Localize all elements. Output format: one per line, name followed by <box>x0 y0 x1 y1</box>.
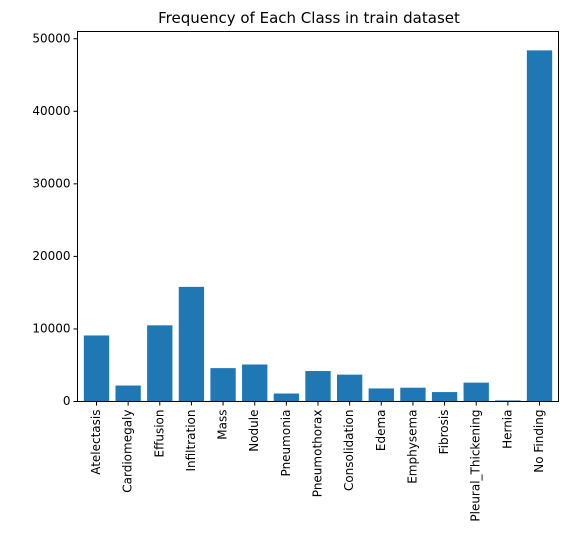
bar-nodule <box>242 364 268 402</box>
bars-group <box>83 50 553 402</box>
x-tick-label: Cardiomegaly <box>121 410 135 493</box>
bar-no-finding <box>526 50 553 402</box>
y-tick-label: 30000 <box>32 176 70 190</box>
x-axis: Atelectasis Cardiomegaly Effusion Infiltrat… <box>89 401 546 522</box>
x-tick-label: Pneumothorax <box>311 410 325 498</box>
bar-hernia <box>495 400 521 402</box>
y-axis: 0 10000 20000 30000 40000 50000 <box>32 31 78 408</box>
y-tick-label: 0 <box>63 394 71 408</box>
x-tick-label: Atelectasis <box>89 410 103 475</box>
bar-pleural-thickening <box>463 382 489 402</box>
x-tick-label: Effusion <box>152 410 166 458</box>
chart-title: Frequency of Each Class in train dataset <box>158 9 460 27</box>
x-tick-label: No Finding <box>532 410 546 473</box>
x-tick-label: Fibrosis <box>437 410 451 455</box>
bar-effusion <box>147 325 173 402</box>
x-tick-label: Infiltration <box>184 410 198 472</box>
bar-pneumonia <box>273 393 300 402</box>
x-tick-label: Pneumonia <box>279 410 293 477</box>
x-tick-label: Emphysema <box>405 410 419 484</box>
bar-mass <box>210 368 236 402</box>
plot-frame <box>77 31 559 402</box>
y-tick-label: 10000 <box>32 321 70 335</box>
x-tick-label: Pleural_Thickening <box>469 410 483 522</box>
y-tick-label: 40000 <box>32 104 70 118</box>
x-tick-label: Hernia <box>500 410 514 449</box>
bar-edema <box>368 388 394 402</box>
x-tick-label: Mass <box>216 410 230 440</box>
bar-fibrosis <box>431 392 458 402</box>
bar-atelectasis <box>83 335 110 402</box>
bar-infiltration <box>178 286 205 402</box>
bar-emphysema <box>400 387 426 402</box>
y-tick-label: 20000 <box>32 249 70 263</box>
x-tick-label: Nodule <box>247 410 261 452</box>
x-tick-label: Consolidation <box>342 410 356 492</box>
bar-consolidation <box>336 374 363 402</box>
y-tick-label: 50000 <box>32 31 70 45</box>
bar-pneumothorax <box>305 371 331 402</box>
x-tick-label: Edema <box>374 410 388 452</box>
bar-cardiomegaly <box>115 385 141 402</box>
